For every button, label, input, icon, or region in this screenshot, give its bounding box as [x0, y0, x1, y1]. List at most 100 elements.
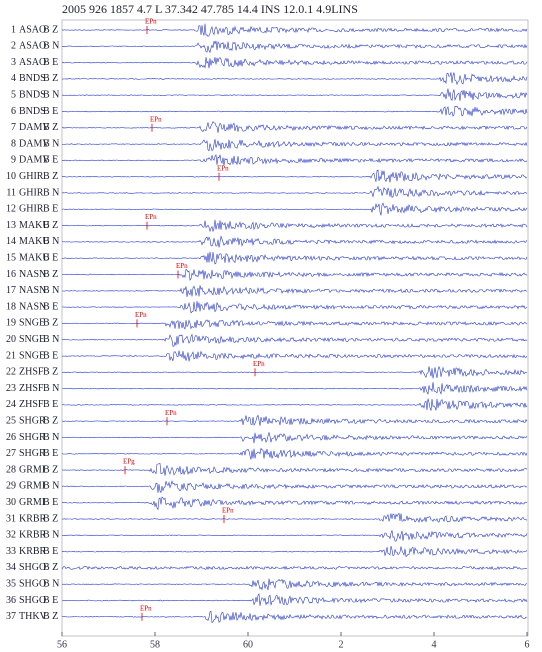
component: B E: [43, 155, 58, 166]
station: THKV: [19, 611, 48, 622]
station: ZHSF: [19, 383, 44, 394]
waveform: [61, 285, 528, 298]
row-number: 16: [6, 269, 16, 280]
row-number: 28: [6, 464, 16, 475]
phase-pick: EPn: [140, 604, 152, 612]
waveform: [61, 447, 528, 460]
component: B Z: [43, 24, 58, 35]
waveform: [61, 268, 528, 281]
station: BNDS: [19, 73, 46, 84]
station: MAKU: [19, 220, 50, 231]
component: B Z: [43, 415, 58, 426]
component: B N: [43, 383, 59, 394]
component: B N: [43, 578, 59, 589]
station: KRBR: [19, 513, 47, 524]
component: B E: [43, 497, 58, 508]
waveform: [61, 153, 528, 166]
station: GRMI: [19, 481, 45, 492]
station: BNDS: [19, 106, 46, 117]
station: GHIR: [19, 171, 44, 182]
row-number: 3: [11, 57, 16, 68]
row-number: 4: [11, 73, 16, 84]
station: SNGE: [19, 350, 45, 361]
waveform: [61, 169, 528, 183]
component: B E: [43, 106, 58, 117]
waveform: [61, 496, 528, 511]
station: SHGR: [19, 448, 46, 459]
station: SNGE: [19, 318, 45, 329]
x-tick-label: 4: [432, 639, 437, 650]
row-number: 29: [6, 481, 16, 492]
component: B E: [43, 595, 58, 606]
row-number: 34: [6, 562, 16, 573]
station: GRMI: [19, 497, 45, 508]
waveform: [61, 105, 528, 117]
row-number: 36: [6, 595, 16, 606]
component: B Z: [43, 269, 58, 280]
component: B N: [43, 89, 59, 100]
component: B Z: [43, 562, 58, 573]
row-number: 37: [6, 611, 16, 622]
phase-pick: EPn: [165, 409, 177, 417]
waveform: [61, 40, 528, 54]
waveform: [61, 414, 528, 426]
row-number: 17: [6, 285, 16, 296]
row-number: 13: [6, 220, 16, 231]
station: NASN: [19, 301, 46, 312]
phase-pick: EPn: [135, 311, 147, 319]
component: B Z: [43, 513, 58, 524]
waveform: [62, 398, 528, 411]
waveform: [61, 365, 528, 379]
station: MAKU: [19, 236, 50, 247]
waveform: [61, 219, 528, 233]
waveform: [61, 235, 528, 248]
waveform: [61, 88, 528, 101]
component: B N: [43, 236, 59, 247]
station: GHIR: [19, 204, 44, 215]
component: B N: [43, 334, 59, 345]
station: SHGO: [19, 578, 46, 589]
phase-pick: EPn: [253, 360, 265, 368]
row-number: 5: [11, 89, 16, 100]
component: B Z: [43, 611, 58, 622]
component: B Z: [43, 171, 58, 182]
waveform: [61, 23, 528, 37]
row-number: 11: [6, 187, 16, 198]
waveform: [61, 319, 528, 330]
waveform: [61, 546, 528, 558]
station: GHIR: [19, 187, 44, 198]
row-number: 31: [6, 513, 16, 524]
component: B N: [43, 481, 59, 492]
station: BNDS: [19, 89, 46, 100]
component: B N: [43, 530, 59, 541]
component: B Z: [43, 464, 58, 475]
x-tick-label: 58: [150, 639, 160, 650]
phase-pick: EPn: [150, 115, 162, 123]
phase-pick: EPn: [145, 18, 157, 26]
row-number: 19: [6, 318, 16, 329]
header-title: 2005 926 1857 4.7 L 37.342 47.785 14.4 I…: [62, 2, 358, 16]
station: NASN: [19, 269, 46, 280]
component: B E: [43, 204, 58, 215]
station: ZHSF: [19, 399, 44, 410]
row-number: 18: [6, 301, 16, 312]
component: B N: [43, 187, 59, 198]
component: B E: [43, 448, 58, 459]
phase-pick: EPn: [145, 213, 157, 221]
component: B E: [43, 57, 58, 68]
station: SNGE: [19, 334, 45, 345]
row-number: 22: [6, 367, 16, 378]
waveform: [62, 382, 528, 395]
component: B Z: [43, 220, 58, 231]
phase-pick: EPn: [217, 164, 229, 172]
waveform: [61, 565, 528, 570]
row-number: 32: [6, 530, 16, 541]
waveform: [61, 139, 528, 152]
waveform: [61, 185, 528, 198]
row-number: 24: [6, 399, 16, 410]
waveform: [61, 610, 528, 624]
row-number: 12: [6, 204, 16, 215]
row-number: 9: [11, 155, 16, 166]
station: NASN: [19, 285, 46, 296]
row-number: 21: [6, 350, 16, 361]
